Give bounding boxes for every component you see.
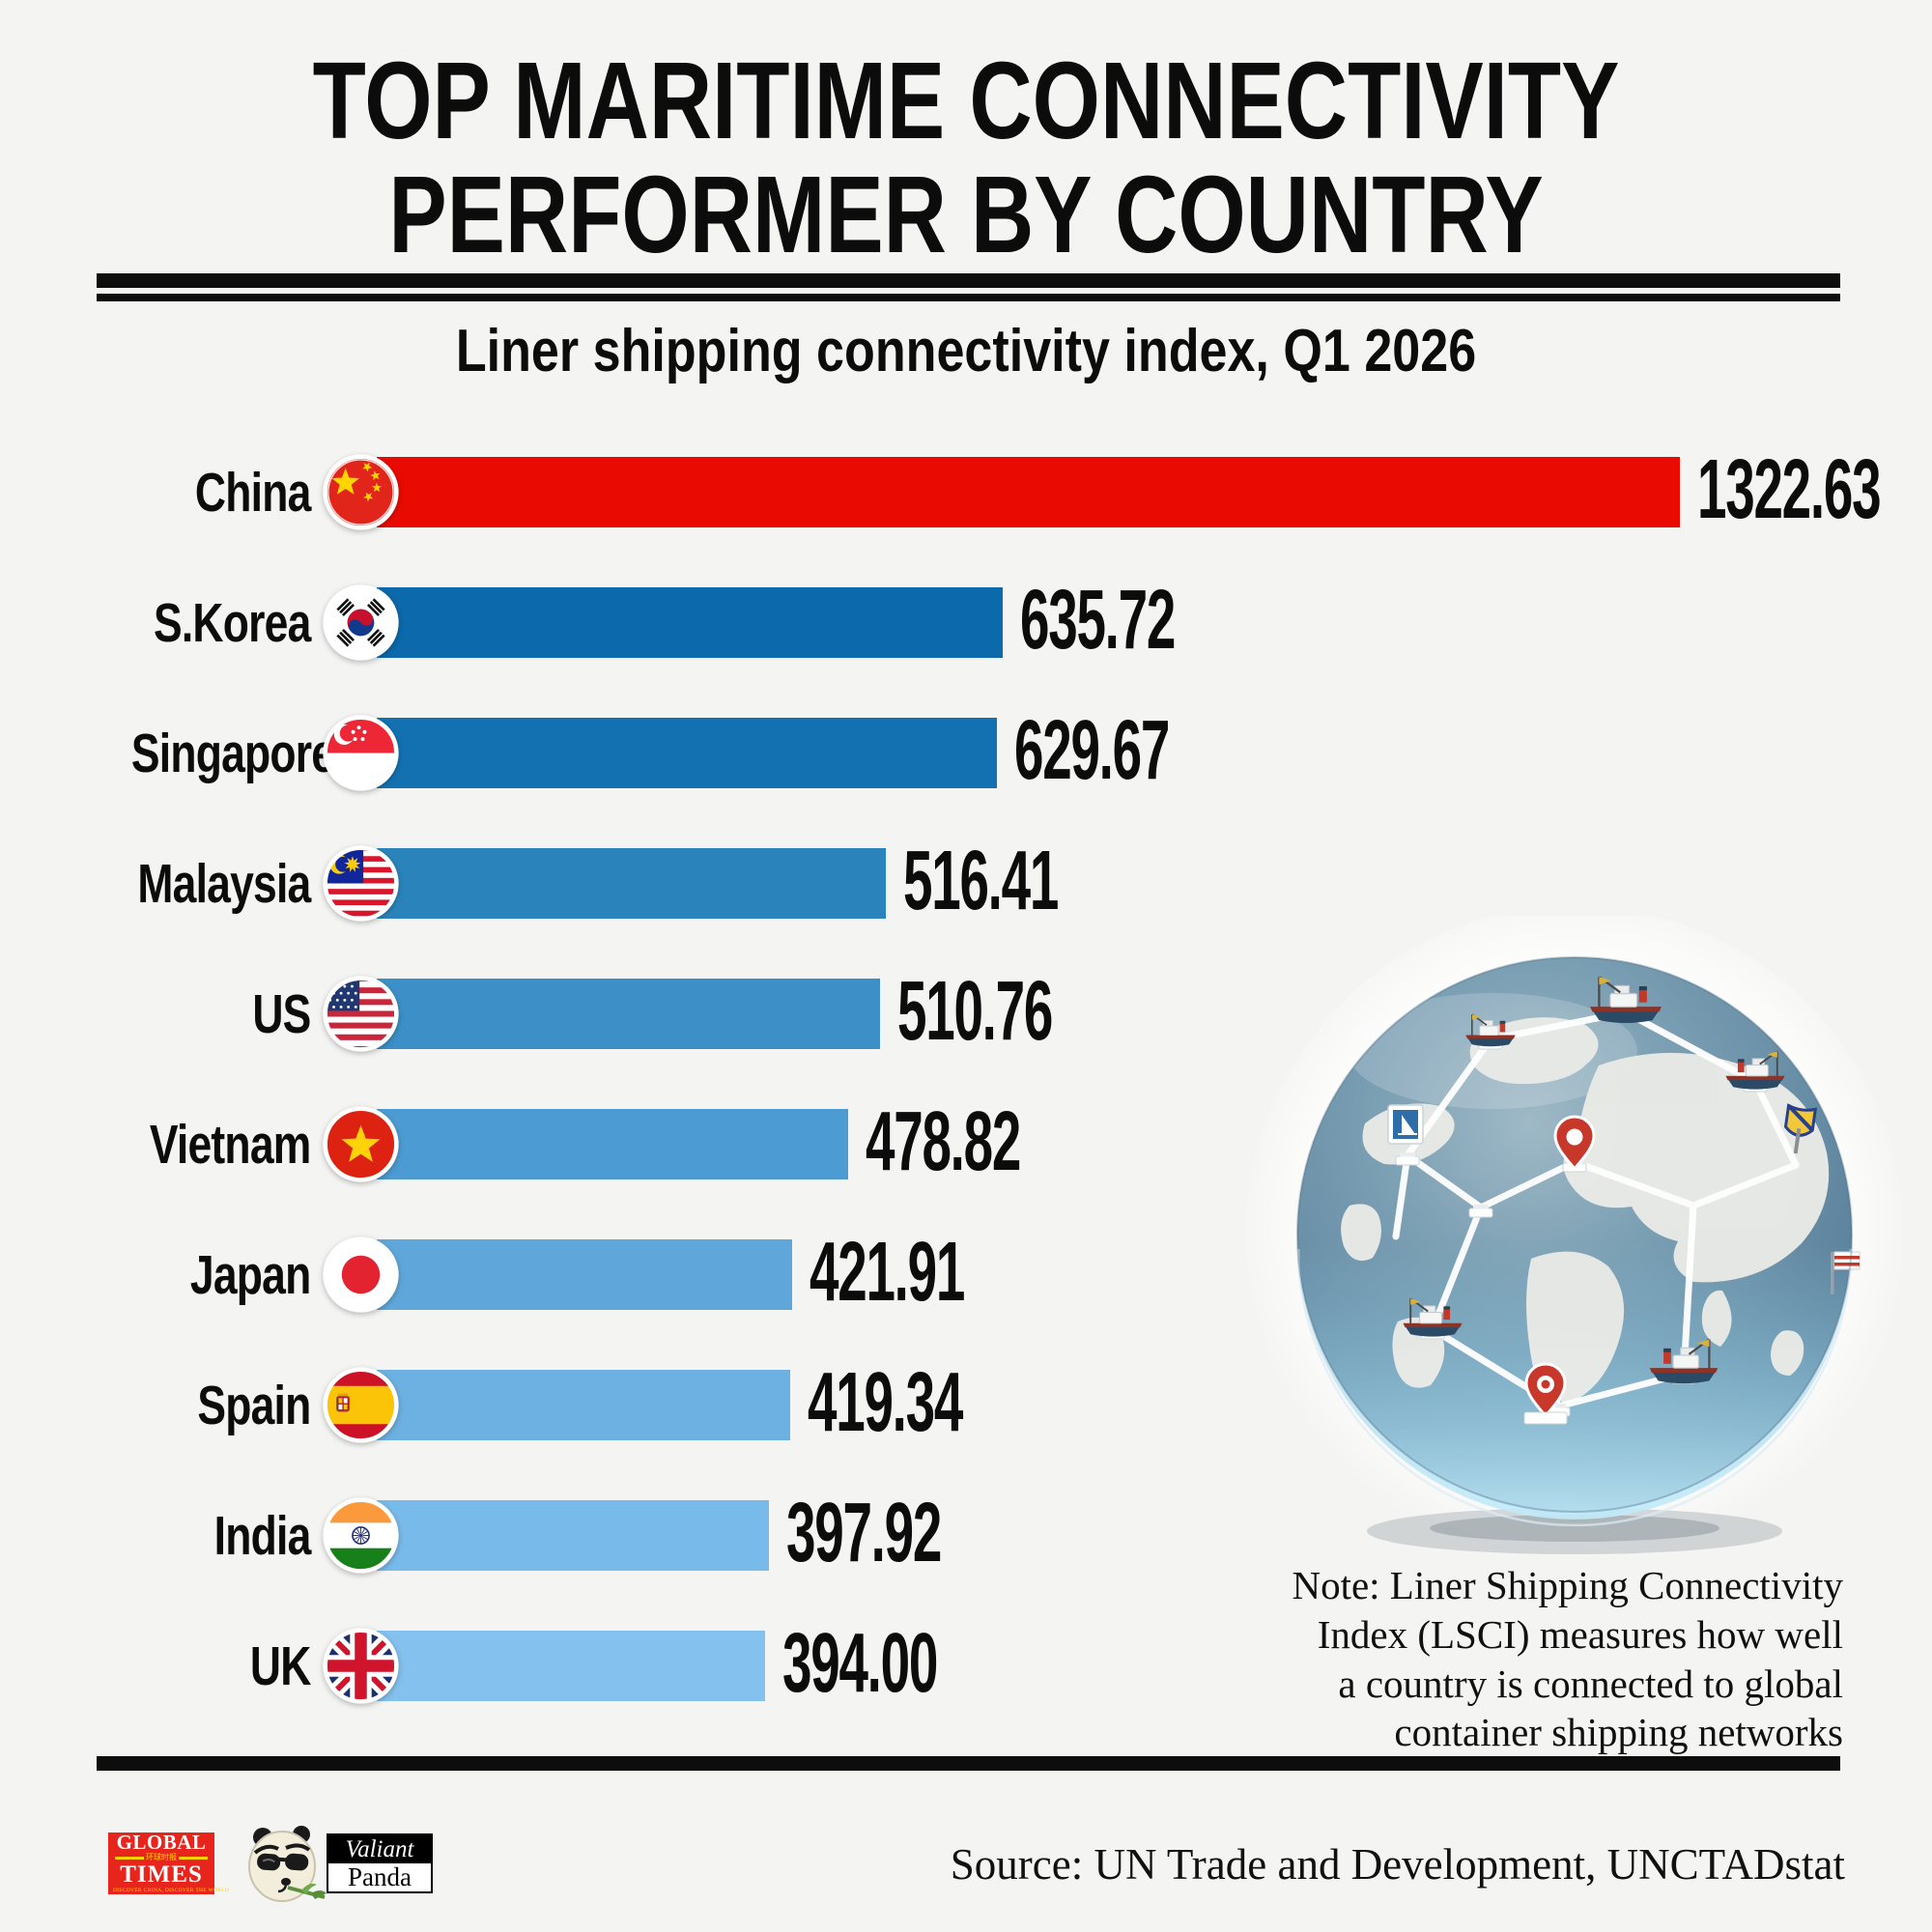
footer-divider [97, 1756, 1840, 1771]
gt-yellow-bar [179, 1856, 208, 1860]
panda-mascot-icon [248, 1826, 327, 1902]
bar-value-label: 397.92 [785, 1485, 942, 1579]
country-label: Vietnam [149, 1113, 311, 1176]
bar-value-label: 635.72 [1020, 572, 1176, 667]
spain-flag-icon [323, 1367, 399, 1443]
chart-row: US 510.76 [77, 949, 1860, 1079]
bar-track: 1322.63 [323, 427, 1882, 557]
country-label: Singapore [130, 722, 335, 784]
chart-row: China 1322.63 [77, 427, 1882, 557]
bar-value-label: 1322.63 [1697, 441, 1882, 536]
chart-note: Note: Liner Shipping Connectivity Index … [1292, 1563, 1843, 1755]
chart-row: Japan 421.91 [77, 1209, 1860, 1340]
value-bar [377, 1370, 790, 1440]
global-times-chinese: 环球时报 [146, 1853, 177, 1862]
japan-flag-icon [323, 1236, 399, 1313]
china-flag-icon [323, 454, 399, 530]
global-times-tagline: DISCOVER CHINA, DISCOVER THE WORLD [113, 1888, 230, 1894]
global-times-word2: TIMES [120, 1861, 203, 1889]
source-text: Source: UN Trade and Development, UNCTAD… [950, 1840, 1845, 1889]
country-label: UK [249, 1634, 311, 1697]
bar-track: 421.91 [323, 1209, 1860, 1340]
value-bar [377, 1631, 765, 1701]
chart-row: Spain 419.34 [77, 1340, 1860, 1470]
country-label: China [194, 461, 311, 524]
malaysia-flag-icon [323, 845, 399, 922]
bar-track: 478.82 [323, 1079, 1860, 1209]
value-bar [377, 718, 998, 788]
bar-track: 510.76 [323, 949, 1860, 1079]
globe-illustration [1246, 916, 1903, 1563]
value-bar [377, 1500, 769, 1571]
vietnam-flag-icon [323, 1106, 399, 1182]
country-label: Japan [189, 1243, 311, 1306]
header-divider-thin [97, 294, 1840, 301]
chart-row: UK 394.00 [77, 1601, 1860, 1731]
india-flag-icon [323, 1497, 399, 1574]
bar-value-label: 394.00 [781, 1615, 938, 1710]
value-bar [377, 848, 886, 919]
bar-track: 394.00 [323, 1601, 1860, 1731]
value-bar [377, 587, 1004, 658]
value-bar [377, 1109, 849, 1179]
chart-subtitle: Liner shipping connectivity index, Q1 20… [455, 318, 1477, 384]
valiant-panda-word1: Valiant [328, 1835, 431, 1863]
bar-value-label: 421.91 [810, 1224, 965, 1319]
country-label: Malaysia [137, 852, 311, 915]
value-bar [377, 457, 1681, 527]
bar-track: 397.92 [323, 1470, 1860, 1601]
bar-value-label: 510.76 [897, 963, 1053, 1058]
us-flag-icon [323, 976, 399, 1052]
bar-value-label: 516.41 [902, 833, 1059, 927]
chart-row: Malaysia 516.41 [77, 818, 1860, 949]
country-label: India [213, 1504, 312, 1567]
global-times-logo: GLOBAL 环球时报 TIMES DISCOVER CHINA, DISCOV… [108, 1831, 230, 1894]
global-times-word1: GLOBAL [116, 1831, 207, 1855]
bar-track: 419.34 [323, 1340, 1860, 1470]
country-label: Spain [197, 1374, 311, 1436]
bar-value-label: 478.82 [866, 1094, 1021, 1188]
valiant-panda-word2: Panda [328, 1863, 431, 1891]
bar-value-label: 419.34 [807, 1354, 963, 1449]
value-bar [377, 1239, 793, 1310]
chart-row: India 397.92 [77, 1470, 1860, 1601]
valiant-panda-logo: Valiant Panda [327, 1833, 433, 1893]
value-bar [377, 979, 880, 1049]
gt-yellow-bar [115, 1856, 144, 1860]
bar-chart: China 1322.63 S.Korea 635.72 Singapore 629.67… [77, 427, 1882, 1731]
country-label: US [252, 982, 311, 1045]
south-korea-flag-icon [323, 584, 399, 661]
header-divider-thick [97, 273, 1840, 288]
chart-row: Singapore 629.67 [77, 688, 1860, 818]
page-title: TOP MARITIME CONNECTIVITY PERFORMER BY C… [312, 40, 1620, 275]
chart-row: Vietnam 478.82 [77, 1079, 1860, 1209]
country-label: S.Korea [153, 591, 311, 654]
chart-row: S.Korea 635.72 [77, 557, 1860, 688]
singapore-flag-icon [323, 715, 399, 791]
bar-track: 516.41 [323, 818, 1860, 949]
bar-track: 629.67 [323, 688, 1860, 818]
uk-flag-icon [323, 1628, 399, 1704]
bar-track: 635.72 [323, 557, 1860, 688]
bar-value-label: 629.67 [1014, 702, 1170, 797]
